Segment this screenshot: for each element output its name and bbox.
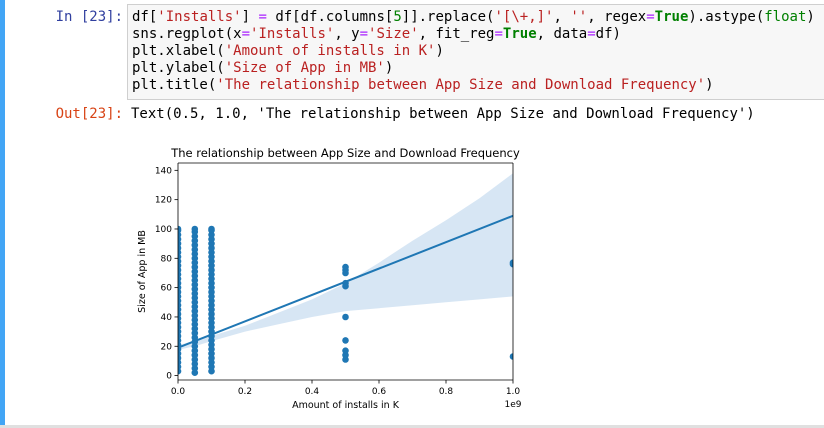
x-tick-label: 0.2	[238, 387, 252, 397]
cell-selection-bar	[0, 0, 5, 428]
code-line: plt.title('The relationship between App …	[132, 77, 815, 94]
code-token: True	[654, 9, 689, 25]
cell-divider	[0, 425, 824, 428]
data-point	[342, 337, 349, 344]
code-token: =	[241, 26, 251, 42]
data-point	[178, 225, 182, 233]
code-token: float	[764, 9, 807, 25]
code-token: df)	[595, 26, 621, 42]
code-token: ]].replace(	[401, 9, 495, 25]
y-axis-label: Size of App in MB	[137, 230, 148, 313]
data-point	[208, 225, 215, 233]
code-token: df[	[132, 9, 158, 25]
regplot-chart: 0.0 0.2 0.4 0.6 0.8 1.0 0 20 40 60 80 100 120 140 1e9 A…	[137, 146, 522, 411]
code-line: df['Installs'] = df[df.columns[5]].repla…	[132, 9, 815, 26]
code-token: ).astype(	[688, 9, 765, 25]
data-point	[342, 263, 349, 271]
data-point	[342, 313, 349, 321]
code-token: 'The relationship between App Size and D…	[216, 77, 706, 93]
code-token: 'Amount of installs in K'	[224, 43, 436, 59]
input-prompt: In [23]:	[55, 9, 123, 25]
code-text[interactable]: df['Installs'] = df[df.columns[5]].repla…	[132, 9, 815, 94]
code-token: , fit_reg	[418, 26, 495, 42]
code-token: ]	[241, 9, 259, 25]
x-tick-label: 0.8	[439, 387, 454, 397]
code-token: 'Size'	[368, 26, 419, 42]
code-editor[interactable]: df['Installs'] = df[df.columns[5]].repla…	[127, 4, 824, 100]
x-tick-label: 0.4	[305, 387, 320, 397]
y-tick-label: 100	[155, 225, 172, 235]
regression-line	[178, 214, 513, 349]
code-token: sns.regplot(x	[132, 26, 242, 42]
code-token: =	[494, 26, 503, 42]
code-line: plt.ylabel('Size of App in MB')	[132, 60, 815, 77]
code-token: =	[646, 9, 655, 25]
y-tick-label: 80	[161, 254, 173, 264]
x-offset-label: 1e9	[505, 400, 522, 410]
code-token: 'Size of App in MB'	[224, 60, 385, 76]
chart-title: The relationship between App Size and Do…	[170, 146, 520, 160]
code-token: plt.title(	[132, 77, 217, 93]
code-token: '[\+,]'	[494, 9, 554, 25]
data-point	[509, 259, 513, 266]
x-tick-label: 0.6	[372, 387, 387, 397]
x-tick-label: 0.0	[171, 387, 186, 397]
code-token: 'Installs'	[157, 9, 242, 25]
code-token: )	[705, 77, 714, 93]
y-tick-label: 20	[161, 342, 173, 352]
code-token: ''	[570, 9, 588, 25]
code-token: ,	[553, 9, 571, 25]
y-tick-label: 0	[166, 372, 172, 382]
data-point	[509, 353, 513, 360]
code-token: , data	[536, 26, 588, 42]
y-tick-label: 60	[161, 284, 173, 294]
code-token: =	[258, 9, 267, 25]
code-token: , regex	[587, 9, 647, 25]
y-tick-label: 140	[155, 166, 172, 176]
code-token: 5	[393, 9, 402, 25]
code-token: 'Installs'	[250, 26, 335, 42]
data-point	[342, 347, 349, 354]
code-token: =	[587, 26, 596, 42]
code-token: plt.xlabel(	[132, 43, 225, 59]
code-token: , y	[334, 26, 360, 42]
code-token: plt.ylabel(	[132, 60, 225, 76]
code-token: )	[435, 43, 444, 59]
code-token: )	[806, 9, 815, 25]
code-token: True	[502, 26, 537, 42]
y-tick-label: 40	[161, 313, 173, 323]
x-axis-label: Amount of installs in K	[292, 400, 400, 411]
code-line: plt.xlabel('Amount of installs in K')	[132, 43, 815, 60]
code-token: df[df.columns[	[266, 9, 394, 25]
data-point	[191, 225, 199, 233]
y-tick-label: 120	[155, 196, 172, 206]
output-prompt: Out[23]:	[55, 106, 123, 122]
code-token: =	[359, 26, 369, 42]
confidence-band	[178, 173, 513, 350]
x-tick-label: 1.0	[506, 387, 521, 397]
code-line: sns.regplot(x='Installs', y='Size', fit_…	[132, 26, 815, 43]
code-token: )	[384, 60, 394, 76]
output-text: Text(0.5, 1.0, 'The relationship between…	[131, 106, 755, 122]
